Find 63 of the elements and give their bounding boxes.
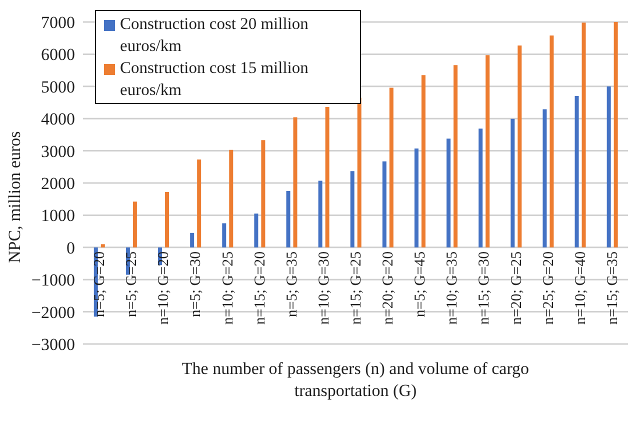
bar [350,171,354,248]
x-tick-label: n=5; G=25 [124,251,140,318]
bar [421,75,426,248]
x-tick-label: n=15; G=35 [604,251,621,325]
x-tick-label: n=10; G=35 [444,251,461,325]
x-tick-label: n=10; G=40 [572,251,589,325]
x-tick-label: n=25; G=20 [540,251,557,325]
bar [286,191,290,248]
bar [389,88,394,248]
bar [486,55,490,248]
legend-label: Construction cost 15 million euros/km [120,57,310,101]
bar [518,46,522,248]
y-tick-label: 0 [66,238,75,258]
y-axis-title: NPC, million euros [5,131,24,263]
x-axis-title: The number of passengers (n) and volume of cargo transportation (G) [180,358,530,402]
bar [261,140,266,248]
y-tick-label: 3000 [41,142,75,161]
legend-label: Construction cost 20 million euros/km [120,13,310,57]
x-tick-label: n=20; G=25 [508,251,525,325]
bar [446,138,451,248]
bar [254,214,258,248]
x-tick-label: n=10; G=25 [220,251,236,325]
bar [325,107,330,248]
y-tick-label: −3000 [31,335,75,354]
y-tick-label: −2000 [31,302,75,322]
bar [574,96,579,248]
x-tick-label: n=10; G=30 [316,251,332,325]
bar [510,118,515,248]
y-tick-label: 2000 [41,174,75,194]
x-tick-label: n=5; G=45 [412,251,429,318]
bar [454,65,458,248]
bar [293,117,298,248]
x-tick-label: n=15; G=30 [476,251,493,325]
y-tick-label: 7000 [41,13,75,32]
x-tick-label: n=20; G=20 [380,251,397,325]
bar [542,109,547,248]
bar [197,159,202,248]
bar [478,128,483,248]
bar [229,150,234,248]
x-tick-label: n=5; G=20 [92,251,108,318]
y-tick-label: −1000 [31,270,75,290]
bar [382,161,386,248]
bar [318,180,322,248]
x-tick-label: n=5; G=35 [284,251,300,318]
bar [606,86,611,248]
y-tick-label: 6000 [41,45,75,64]
bar [414,148,418,248]
bar [357,98,362,248]
bar [132,202,137,248]
bar [582,22,586,248]
bar [550,36,554,248]
y-tick-label: 5000 [41,77,75,96]
bar [165,192,170,248]
x-tick-label: n=15; G=25 [348,251,364,325]
y-tick-label: 4000 [41,110,75,129]
x-tick-label: n=5; G=30 [188,251,204,318]
y-tick-label: 1000 [41,206,75,226]
bar [100,244,105,248]
x-tick-label: n=15; G=20 [252,251,268,325]
bar [222,223,226,248]
bar [190,232,194,248]
x-tick-label: n=10; G=20 [156,251,172,325]
bar [614,22,618,248]
